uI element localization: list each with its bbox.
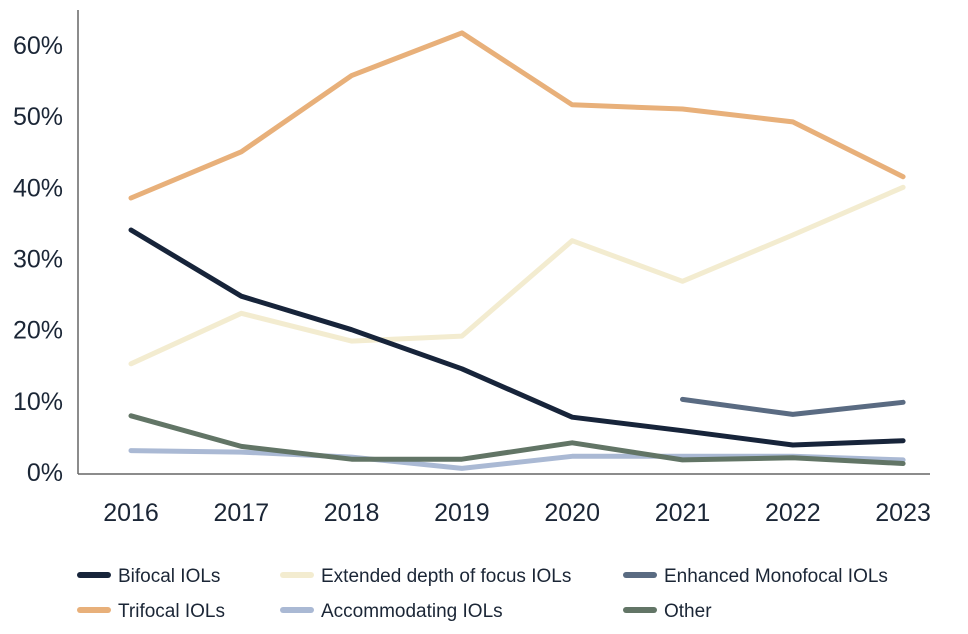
y-tick-label: 10% <box>13 388 63 416</box>
y-tick-label: 0% <box>27 459 63 487</box>
series-line-enhanced-monofocal-iols <box>680 396 906 417</box>
series-line-bifocal-iols <box>128 227 906 448</box>
y-tick-label: 30% <box>13 246 63 274</box>
x-tick-label: 2022 <box>765 499 821 527</box>
legend-label-bifocal-iols: Bifocal IOLs <box>118 566 220 587</box>
series-group <box>128 30 906 471</box>
x-tick-label: 2023 <box>875 499 931 527</box>
y-tick-label: 40% <box>13 174 63 202</box>
x-tick-label: 2021 <box>655 499 711 527</box>
axes: 0% 10% 20% 30% 40% 50% 60% 2016 2017 2018 2019 2020… <box>13 10 931 527</box>
legend: Bifocal IOLs Extended depth of focus IOLs… <box>77 566 888 622</box>
x-tick-label: 2018 <box>324 499 380 527</box>
series-line-extended-depth-of-focus-iols <box>128 184 906 367</box>
legend-label-enhanced-monofocal-iols: Enhanced Monofocal IOLs <box>664 566 888 587</box>
y-tick-label: 60% <box>13 32 63 60</box>
x-tick-label: 2017 <box>213 499 269 527</box>
series-line-trifocal-iols <box>128 30 906 201</box>
series-line-other <box>128 413 906 466</box>
x-tick-label: 2016 <box>103 499 159 527</box>
y-tick-label: 20% <box>13 317 63 345</box>
legend-label-accommodating-iols: Accommodating IOLs <box>321 601 503 622</box>
x-tick-label: 2019 <box>434 499 490 527</box>
x-tick-label: 2020 <box>544 499 600 527</box>
legend-label-other: Other <box>664 601 712 622</box>
legend-label-trifocal-iols: Trifocal IOLs <box>118 601 225 622</box>
legend-label-extended-depth-of-focus-iols: Extended depth of focus IOLs <box>321 566 571 587</box>
y-tick-label: 50% <box>13 103 63 131</box>
